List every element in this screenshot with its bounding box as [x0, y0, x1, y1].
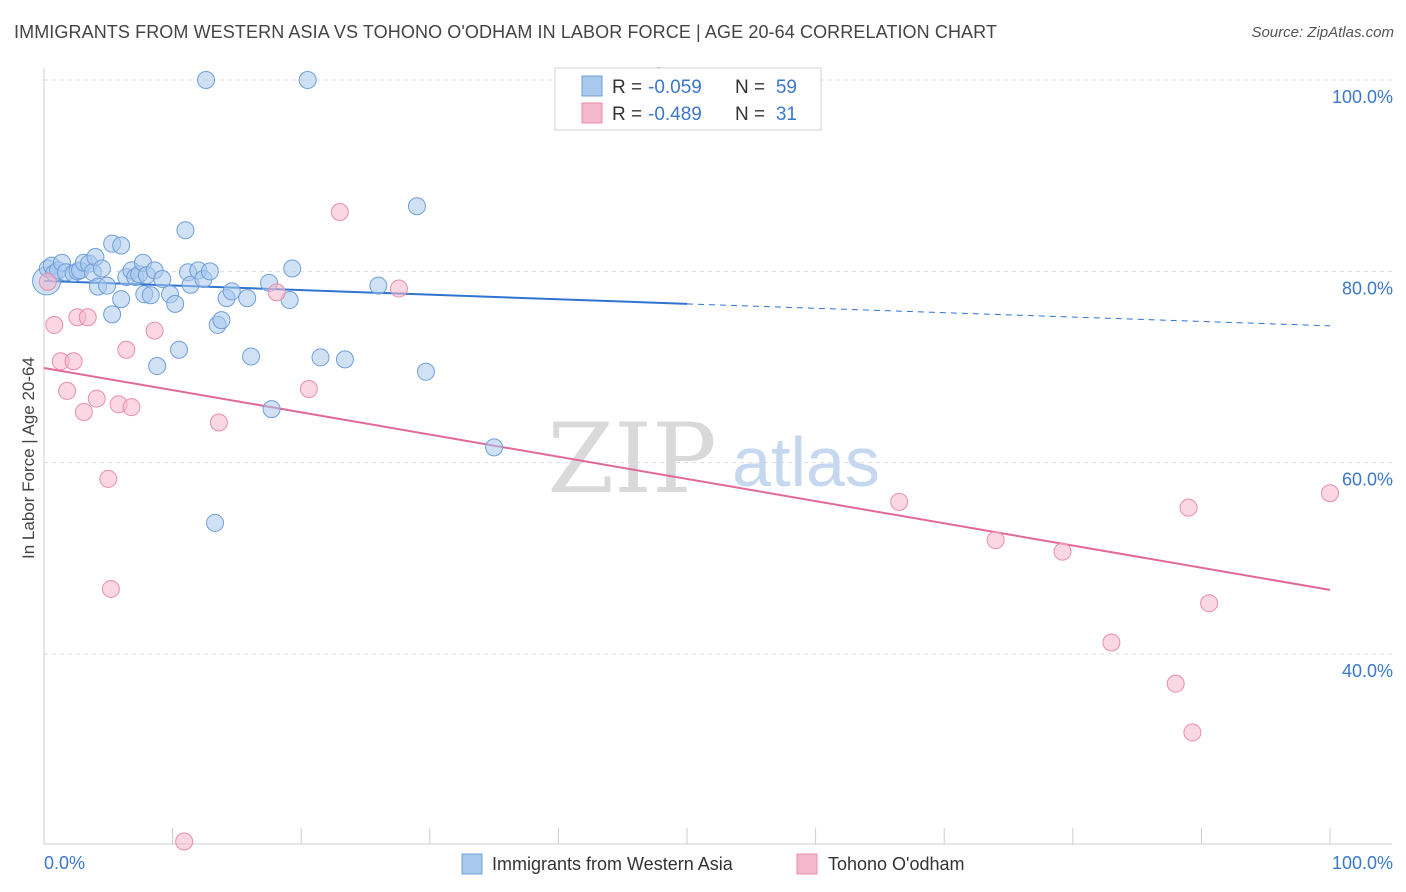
- y-axis-label: In Labor Force | Age 20-64: [19, 357, 38, 559]
- legend-swatch: [581, 102, 603, 124]
- data-point: [112, 236, 131, 255]
- data-point: [197, 71, 216, 89]
- data-point: [986, 531, 1005, 550]
- trend-line: [43, 279, 688, 305]
- y-tick-label: 80.0%: [1342, 278, 1393, 298]
- bottom-legend-label: Tohono O'odham: [828, 854, 965, 874]
- data-point: [335, 350, 354, 369]
- data-point: [87, 389, 106, 408]
- data-point: [200, 262, 219, 281]
- legend: R = -0.059 N = 59 R = -0.489 N = 31: [554, 67, 822, 131]
- watermark-atlas: atlas: [732, 423, 880, 501]
- data-point: [1102, 633, 1121, 652]
- data-point: [101, 579, 120, 598]
- data-point: [98, 276, 117, 295]
- data-point: [92, 259, 111, 278]
- data-point: [222, 282, 241, 301]
- data-point: [209, 413, 228, 432]
- data-point: [175, 832, 194, 851]
- legend-n-value: 31: [776, 104, 797, 125]
- legend-n-value: 59: [776, 77, 797, 98]
- data-point: [206, 513, 225, 532]
- data-point: [148, 357, 167, 376]
- legend-r-value: -0.489: [648, 104, 702, 125]
- data-point: [74, 402, 93, 421]
- data-point: [153, 269, 172, 288]
- data-point: [166, 294, 185, 313]
- data-point: [238, 289, 257, 308]
- axes: [43, 68, 1392, 845]
- data-point: [78, 308, 97, 327]
- data-point: [242, 347, 261, 366]
- bottom-legend: Immigrants from Western Asia Tohono O'odh…: [461, 853, 965, 875]
- data-point: [283, 259, 302, 278]
- data-point: [485, 438, 504, 457]
- data-point: [298, 71, 317, 89]
- data-point: [170, 340, 189, 359]
- data-point: [45, 315, 64, 334]
- data-point: [99, 469, 118, 488]
- data-point: [262, 400, 281, 419]
- data-point: [58, 381, 77, 400]
- y-tick-label: 60.0%: [1342, 470, 1393, 490]
- legend-n-label: N =: [735, 77, 765, 98]
- data-point: [117, 340, 136, 359]
- data-point: [330, 203, 349, 222]
- data-points: [32, 67, 1339, 851]
- trend-lines: [43, 279, 1331, 591]
- data-point: [890, 492, 909, 511]
- data-point: [1321, 484, 1339, 503]
- data-point: [38, 272, 57, 291]
- x-tick-labels: 0.0% 100.0%: [44, 853, 1393, 873]
- data-point: [176, 221, 195, 240]
- trend-line: [43, 366, 1331, 591]
- x-tick-label: 0.0%: [44, 853, 85, 873]
- legend-r-label: R =: [612, 104, 642, 125]
- data-point: [1179, 498, 1198, 517]
- data-point: [145, 321, 164, 340]
- legend-n-label: N =: [735, 104, 765, 125]
- y-tick-label: 100.0%: [1332, 87, 1393, 107]
- legend-r-label: R =: [612, 77, 642, 98]
- bottom-legend-swatch: [461, 853, 483, 875]
- data-point: [299, 380, 318, 399]
- data-point: [389, 279, 408, 298]
- data-point: [1053, 542, 1072, 561]
- data-point: [212, 311, 231, 330]
- data-point: [141, 286, 160, 305]
- watermark: ZIP atlas: [547, 403, 880, 515]
- data-point: [64, 352, 83, 371]
- legend-r-value: -0.059: [648, 77, 702, 98]
- data-point: [416, 362, 435, 381]
- data-point: [369, 276, 388, 295]
- bottom-legend-swatch: [796, 853, 818, 875]
- data-point: [122, 398, 141, 417]
- data-point: [407, 197, 426, 216]
- data-point: [267, 283, 286, 302]
- chart-source: Source: ZipAtlas.com: [1251, 24, 1394, 41]
- y-tick-label: 40.0%: [1342, 661, 1393, 681]
- grid-lines: [44, 79, 1392, 655]
- data-point: [311, 348, 330, 367]
- data-point: [1200, 594, 1219, 613]
- chart-title: IMMIGRANTS FROM WESTERN ASIA VS TOHONO O…: [14, 22, 998, 42]
- trend-line-extension: [686, 303, 1331, 327]
- y-tick-labels: 40.0% 60.0% 80.0% 100.0%: [1332, 87, 1393, 681]
- bottom-legend-label: Immigrants from Western Asia: [492, 854, 734, 874]
- data-point: [103, 305, 122, 324]
- legend-swatch: [581, 75, 603, 97]
- data-point: [112, 290, 131, 309]
- data-point: [1183, 723, 1202, 742]
- data-point: [1166, 674, 1185, 693]
- x-tick-label: 100.0%: [1332, 853, 1393, 873]
